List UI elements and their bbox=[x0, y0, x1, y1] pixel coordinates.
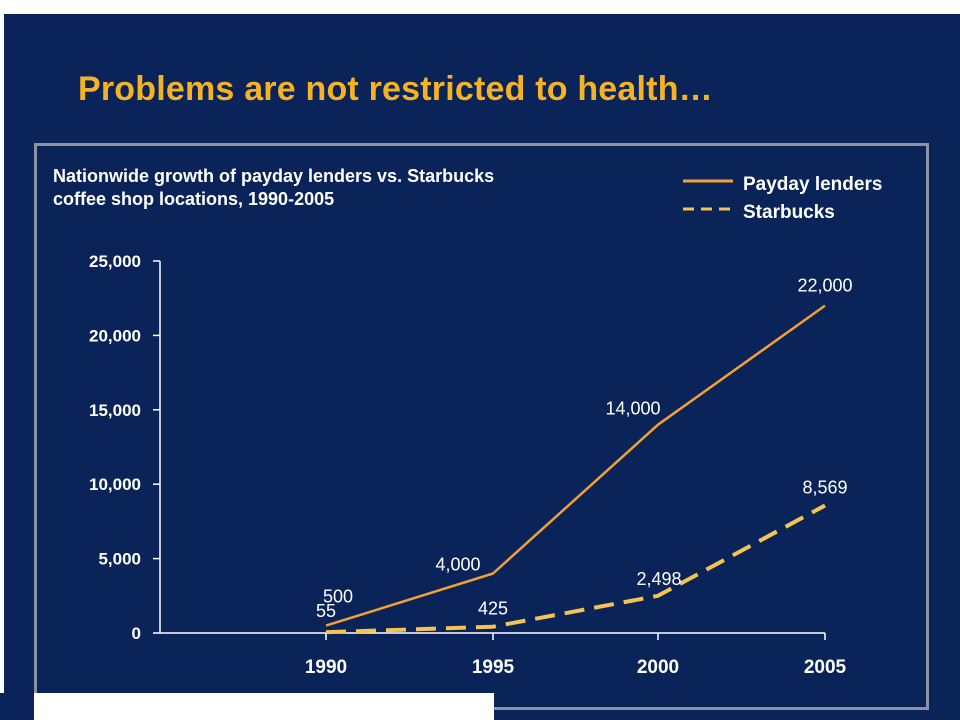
y-tick-label: 25,000 bbox=[89, 252, 141, 271]
slide-title: Problems are not restricted to health… bbox=[78, 70, 713, 108]
data-label-series1: 14,000 bbox=[605, 399, 660, 419]
data-label-series1: 500 bbox=[323, 587, 353, 607]
data-label-series2: 55 bbox=[316, 601, 336, 621]
chart-title-line: coffee shop locations, 1990-2005 bbox=[53, 189, 334, 209]
data-label-series1: 4,000 bbox=[435, 554, 480, 574]
chart-data-labels: 500 4,000 14,000 22,000 55 425 2,498 8,569 bbox=[316, 276, 853, 622]
series-line-1 bbox=[325, 304, 826, 627]
slide-background: Problems are not restricted to health… bbox=[4, 14, 960, 720]
chart-axes: 0 5,000 10,000 15,000 20,000 25,000 1990 1995 20… bbox=[89, 252, 847, 678]
data-label-series2: 2,498 bbox=[636, 569, 681, 589]
x-tick-label: 2005 bbox=[804, 657, 847, 678]
bottom-dark-corner bbox=[0, 693, 34, 720]
y-tick-label: 0 bbox=[132, 624, 141, 643]
chart-legend: Payday lenders Starbucks bbox=[683, 174, 882, 223]
x-tick-label: 1990 bbox=[305, 657, 347, 678]
x-tick-label: 1995 bbox=[472, 657, 515, 678]
chart-title: Nationwide growth of payday lenders vs. … bbox=[53, 166, 494, 209]
data-label-series2: 8,569 bbox=[802, 477, 847, 497]
bottom-white-strip bbox=[0, 693, 494, 720]
data-label-series2: 425 bbox=[478, 599, 508, 619]
chart-title-line: Nationwide growth of payday lenders vs. … bbox=[53, 166, 494, 186]
x-tick-label: 2000 bbox=[637, 657, 679, 678]
legend-label-2: Starbucks bbox=[743, 202, 835, 223]
y-tick-label: 20,000 bbox=[89, 326, 141, 345]
series-line-2 bbox=[325, 503, 826, 635]
y-tick-label: 5,000 bbox=[98, 550, 141, 569]
chart-series bbox=[325, 304, 826, 635]
y-tick-label: 10,000 bbox=[89, 475, 141, 494]
data-label-series1: 22,000 bbox=[797, 276, 852, 296]
legend-label-1: Payday lenders bbox=[743, 174, 882, 195]
y-tick-label: 15,000 bbox=[89, 401, 141, 420]
